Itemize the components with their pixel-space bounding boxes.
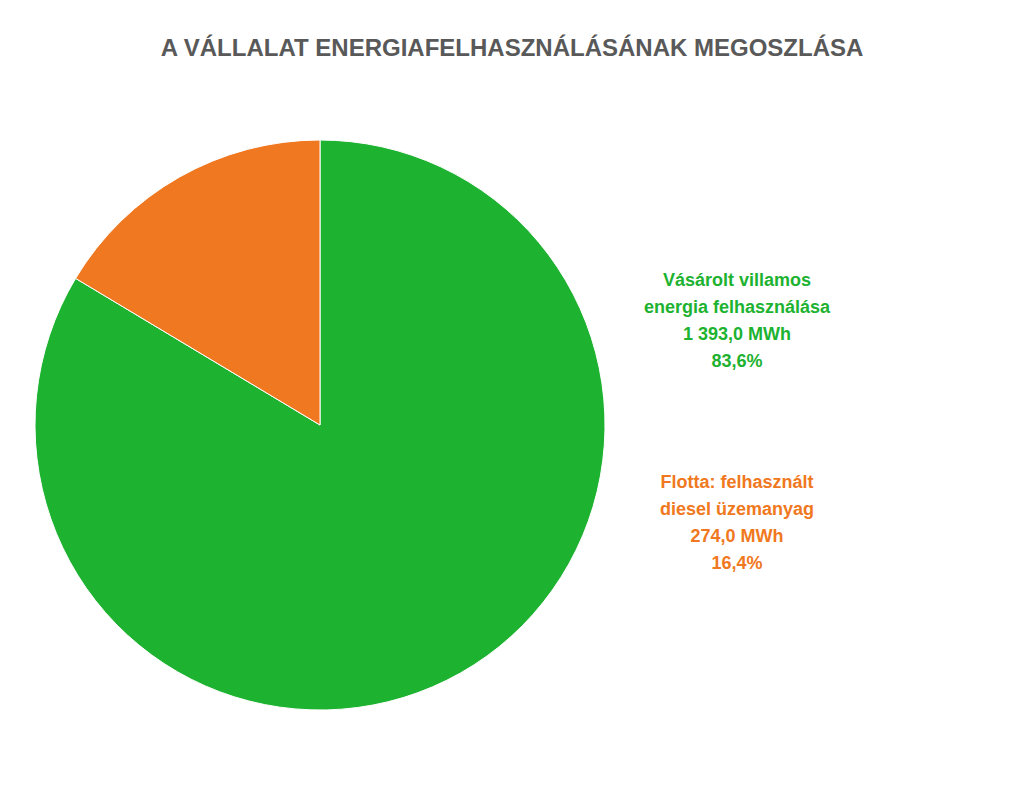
pie-slice <box>35 140 605 710</box>
energy-label: 274,0 MWh <box>690 526 783 546</box>
chart-container: A VÁLLALAT ENERGIAFELHASZNÁLÁSÁNAK MEGOS… <box>0 0 1024 806</box>
pie <box>35 140 605 710</box>
data-label: 16,4% <box>711 553 762 573</box>
title: A VÁLLALAT ENERGIAFELHASZNÁLÁSÁNAK MEGOS… <box>161 34 864 61</box>
label-group: Vásárolt villamos energia felhasználása 1 … <box>644 270 831 371</box>
slice-label: Flotta: felhasznált <box>660 472 813 492</box>
pie-slice <box>76 140 320 425</box>
slice-label: diesel üzemanyag <box>660 499 814 519</box>
label-group: Flotta: felhasznált diesel üzemanyag 274,0… <box>660 472 814 573</box>
energy-label: 1 393,0 MWh <box>683 324 791 344</box>
chart: A VÁLLALAT ENERGIAFELHASZNÁLÁSÁNAK MEGOS… <box>0 0 1024 806</box>
slice-label: Vásárolt villamos <box>663 270 811 290</box>
data-label: 83,6% <box>711 351 762 371</box>
slice-label: energia felhasználása <box>644 297 831 317</box>
